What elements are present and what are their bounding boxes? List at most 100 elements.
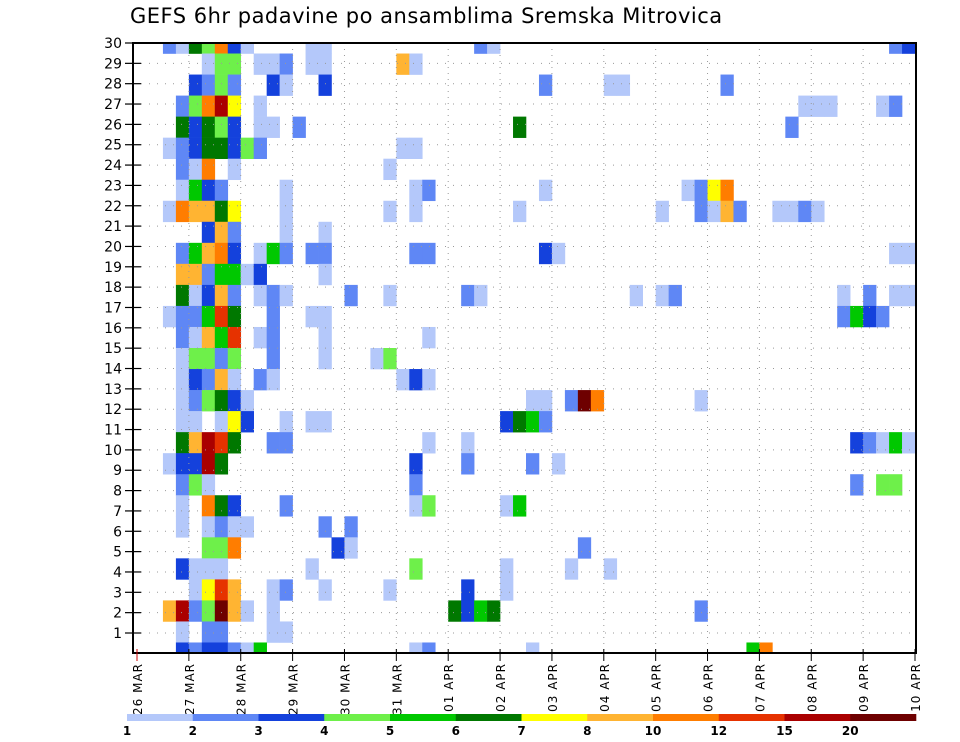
heatmap-cell xyxy=(175,158,190,181)
heatmap-cell xyxy=(487,600,501,622)
y-tick-label: 22 xyxy=(104,199,122,215)
heatmap-cell xyxy=(422,642,436,654)
colorbar: 1 2 3 4 5 6 7 8 10 12 15 20 xyxy=(123,714,917,738)
y-tick-label: 15 xyxy=(104,341,122,357)
heatmap-cell xyxy=(227,43,242,54)
heatmap-cell xyxy=(538,390,553,412)
y-tick-label: 9 xyxy=(113,463,122,479)
heatmap-cell xyxy=(266,432,280,454)
heatmap-cell xyxy=(344,284,358,307)
heatmap-cell xyxy=(318,348,332,370)
heatmap-cell xyxy=(902,242,916,265)
heatmap-cell xyxy=(500,579,514,601)
heatmap-cell xyxy=(564,558,579,580)
heatmap-cell xyxy=(175,369,190,391)
heatmap-cell xyxy=(513,495,527,517)
heatmap-cell xyxy=(318,326,332,349)
heatmap-cell xyxy=(409,200,423,223)
heatmap-cell xyxy=(396,137,410,159)
colorbar-label: 15 xyxy=(776,724,793,738)
heatmap-cell xyxy=(422,495,436,517)
heatmap-cell xyxy=(253,137,267,159)
colorbar-swatch xyxy=(390,714,457,721)
heatmap-cell xyxy=(214,137,229,159)
heatmap-cell xyxy=(422,179,436,202)
heatmap-cell xyxy=(902,432,916,454)
heatmap-cell xyxy=(694,390,708,412)
heatmap-cell xyxy=(201,453,216,475)
heatmap-cell xyxy=(344,537,358,559)
heatmap-cell xyxy=(396,53,410,75)
colorbar-label: 10 xyxy=(645,724,662,738)
heatmap-cell xyxy=(318,579,332,601)
heatmap-cell xyxy=(902,284,916,307)
y-tick-label: 6 xyxy=(113,524,122,540)
y-tick-label: 26 xyxy=(104,117,122,133)
x-tick-label: 09 APR xyxy=(857,663,871,712)
heatmap-cell xyxy=(175,558,190,580)
heatmap-cell xyxy=(227,305,242,328)
heatmap-cell xyxy=(266,305,280,328)
heatmap-cell xyxy=(175,284,190,307)
heatmap-cell xyxy=(616,74,631,96)
heatmap-cell xyxy=(772,200,786,223)
heatmap-cell xyxy=(188,642,203,654)
colorbar-swatch xyxy=(192,714,259,721)
x-tick-label: 05 APR xyxy=(650,663,664,712)
heatmap-cell xyxy=(227,74,242,96)
heatmap-cell xyxy=(746,642,760,654)
heatmap-cell xyxy=(227,390,242,412)
heatmap-cell xyxy=(538,411,553,433)
heatmap-cell xyxy=(188,348,203,370)
heatmap-cell xyxy=(409,369,423,391)
heatmap-cell xyxy=(889,43,903,54)
heatmap-cell xyxy=(175,137,190,159)
heatmap-cell xyxy=(214,284,229,307)
heatmap-cell xyxy=(201,221,216,244)
heatmap-cell xyxy=(214,348,229,370)
heatmap-cell xyxy=(590,390,605,412)
heatmap-cell xyxy=(201,263,216,286)
y-tick-label: 8 xyxy=(113,484,122,500)
heatmap-cell xyxy=(383,158,397,181)
heatmap-cell xyxy=(850,305,864,328)
heatmap-cell xyxy=(668,284,682,307)
heatmap-cell xyxy=(175,116,190,138)
heatmap-cell xyxy=(409,453,423,475)
heatmap-cell xyxy=(227,537,242,559)
heatmap-cell xyxy=(500,558,514,580)
heatmap-cell xyxy=(422,369,436,391)
heatmap-cell xyxy=(889,95,903,117)
heatmap-cell xyxy=(201,579,216,601)
heatmap-cell xyxy=(461,600,475,622)
heatmap-cell xyxy=(214,116,229,138)
y-axis: 1234567891011121314151617181920212223242… xyxy=(104,36,141,642)
heatmap-cell xyxy=(201,432,216,454)
heatmap-cell xyxy=(227,158,242,181)
heatmap-cell xyxy=(474,600,488,622)
heatmap-cell xyxy=(513,200,527,223)
y-tick-label: 30 xyxy=(104,36,122,52)
heatmap-cell xyxy=(201,53,216,75)
heatmap-cell xyxy=(201,242,216,265)
x-tick-label: 30 MAR xyxy=(338,663,352,715)
heatmap-cell xyxy=(396,369,410,391)
y-tick-label: 4 xyxy=(113,565,122,581)
heatmap-cell xyxy=(422,432,436,454)
heatmap-cell xyxy=(201,558,216,580)
heatmap-cell xyxy=(175,242,190,265)
heatmap-cell xyxy=(448,600,462,622)
heatmap-cell xyxy=(188,558,203,580)
heatmap-cell xyxy=(214,642,229,654)
heatmap-cell xyxy=(344,516,358,538)
heatmap-cell xyxy=(188,158,203,181)
x-tick-label: 29 MAR xyxy=(287,663,301,715)
heatmap-cell xyxy=(538,242,553,265)
heatmap-cell xyxy=(175,600,190,622)
y-tick-label: 25 xyxy=(104,138,122,154)
colorbar-swatch xyxy=(455,714,522,721)
heatmap-cell xyxy=(227,348,242,370)
heatmap-cell xyxy=(850,474,864,496)
heatmap-cell xyxy=(409,495,423,517)
heatmap-cell xyxy=(305,53,319,75)
